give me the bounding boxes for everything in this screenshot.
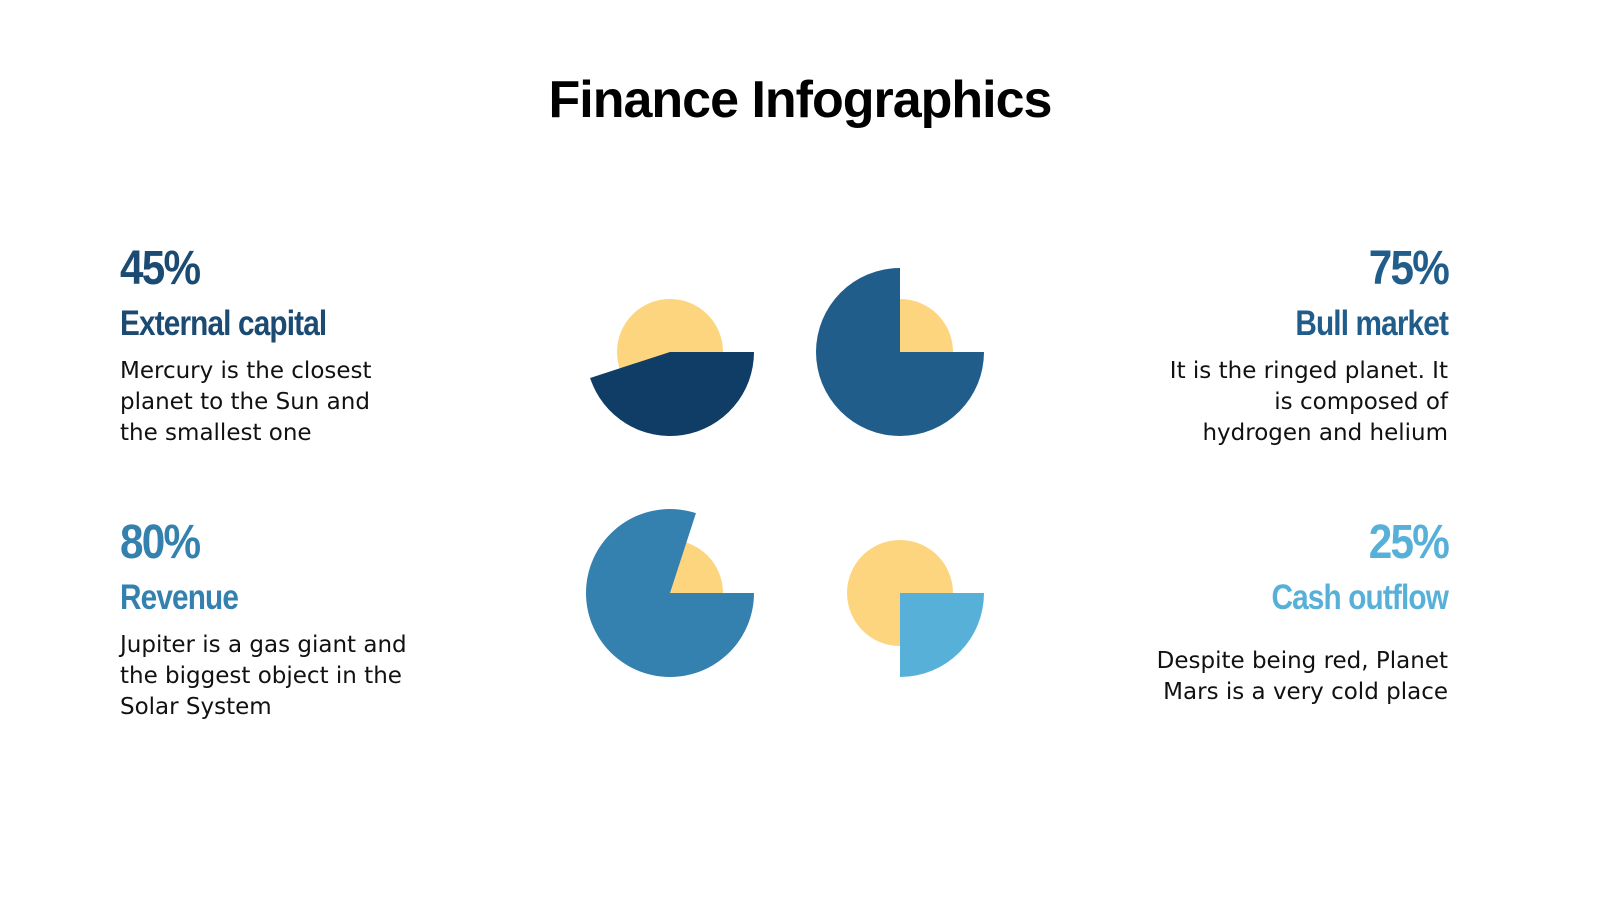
stat-label: External capital bbox=[120, 304, 327, 343]
stat-bull-market: 75% Bull market It is the ringed planet.… bbox=[1088, 242, 1450, 449]
stat-percent: 45% bbox=[120, 242, 201, 295]
stat-external-capital: 45% External capital Mercury is the clos… bbox=[120, 242, 480, 449]
stat-label: Cash outflow bbox=[1271, 578, 1448, 617]
desc-line: Solar System bbox=[120, 694, 272, 720]
pie-slice bbox=[586, 509, 754, 678]
stat-percent: 80% bbox=[120, 516, 201, 569]
pie-cash-outflow bbox=[847, 540, 984, 677]
desc-line: hydrogen and helium bbox=[1202, 420, 1448, 446]
stat-cash-outflow: 25% Cash outflow Despite being red, Plan… bbox=[1088, 516, 1450, 708]
stat-description: Despite being red, Planet Mars is a very… bbox=[1088, 646, 1448, 708]
page-title: Finance Infographics bbox=[548, 71, 1053, 129]
desc-line: is composed of bbox=[1274, 389, 1448, 415]
stat-description: Mercury is the closest planet to the Sun… bbox=[120, 356, 480, 449]
pie-revenue bbox=[586, 509, 754, 678]
pie-external-capital bbox=[590, 299, 754, 437]
desc-line: the biggest object in the bbox=[120, 663, 402, 689]
desc-line: It is the ringed planet. It bbox=[1169, 358, 1448, 384]
desc-line: Mercury is the closest bbox=[120, 358, 372, 384]
stat-description: Jupiter is a gas giant and the biggest o… bbox=[120, 630, 480, 723]
stat-description: It is the ringed planet. It is composed … bbox=[1088, 356, 1448, 449]
desc-line: planet to the Sun and bbox=[120, 389, 370, 415]
stat-label: Bull market bbox=[1295, 304, 1449, 343]
desc-line: Jupiter is a gas giant and bbox=[120, 632, 407, 658]
desc-line: the smallest one bbox=[120, 420, 312, 446]
stat-revenue: 80% Revenue Jupiter is a gas giant and t… bbox=[120, 516, 480, 723]
pie-slice bbox=[900, 593, 984, 677]
stat-percent: 75% bbox=[1368, 242, 1450, 295]
desc-line: Despite being red, Planet bbox=[1156, 648, 1448, 674]
pie-slice bbox=[816, 268, 984, 436]
stat-label: Revenue bbox=[120, 578, 239, 617]
desc-line: Mars is a very cold place bbox=[1163, 679, 1448, 705]
pie-bull-market bbox=[816, 268, 984, 436]
stat-percent: 25% bbox=[1368, 516, 1450, 569]
pie-slice bbox=[590, 352, 754, 437]
